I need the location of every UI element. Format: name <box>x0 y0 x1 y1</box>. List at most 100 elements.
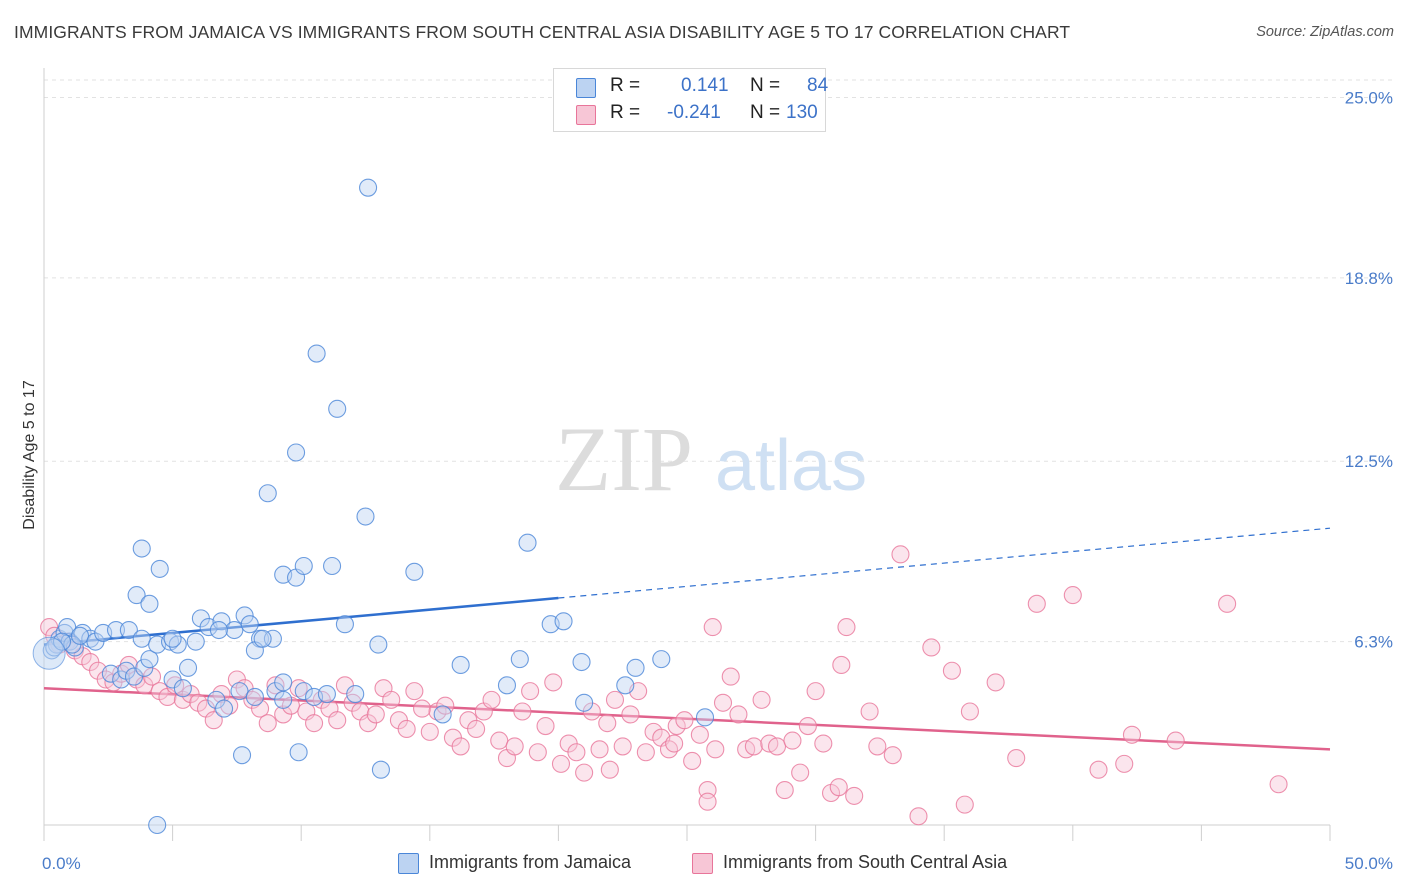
data-point <box>713 693 733 712</box>
legend-swatch-jamaica <box>576 78 596 98</box>
data-point <box>106 620 126 640</box>
data-point <box>328 711 347 730</box>
data-point <box>346 684 365 704</box>
data-point <box>829 778 848 797</box>
data-point <box>551 754 571 773</box>
legend-r-label: R = <box>610 75 641 96</box>
data-point <box>1218 594 1237 613</box>
data-point <box>397 719 416 739</box>
data-point <box>60 632 79 651</box>
data-point <box>148 815 167 835</box>
data-point <box>510 650 529 669</box>
data-point <box>119 620 138 640</box>
trend-line-jamaica-dashed <box>558 527 1331 599</box>
data-point <box>513 702 532 721</box>
data-point <box>567 743 586 762</box>
data-point <box>665 734 684 753</box>
source-label: Source: ZipAtlas.com <box>1256 24 1394 40</box>
data-point <box>135 658 154 677</box>
data-point <box>791 763 810 782</box>
data-point <box>178 658 198 677</box>
data-point <box>1269 775 1288 794</box>
data-point <box>798 717 817 736</box>
data-point <box>70 626 90 645</box>
data-point <box>451 655 470 674</box>
data-point <box>616 676 635 695</box>
data-point <box>140 650 159 669</box>
data-point <box>590 740 609 759</box>
chart-title: IMMIGRANTS FROM JAMAICA VS IMMIGRANTS FR… <box>14 22 1071 42</box>
x-tick-label: 0.0% <box>42 854 81 873</box>
data-point <box>359 178 378 197</box>
data-point <box>140 594 159 613</box>
data-point <box>356 507 375 526</box>
data-point <box>230 682 249 701</box>
data-point <box>814 734 833 753</box>
data-point <box>335 615 354 634</box>
data-point <box>317 684 336 704</box>
data-point <box>328 399 347 418</box>
data-point <box>600 760 619 779</box>
data-point-cluster <box>32 636 66 670</box>
legend-n-value: 130 <box>786 102 818 123</box>
data-point <box>695 708 715 727</box>
data-point <box>258 484 277 503</box>
data-point <box>204 711 223 730</box>
data-point <box>287 443 306 462</box>
data-point <box>598 714 617 733</box>
watermark-atlas: atlas <box>715 426 867 506</box>
data-point <box>274 673 293 692</box>
data-point <box>659 740 679 759</box>
bottom-legend-label: Immigrants from Jamaica <box>429 852 632 872</box>
data-point <box>101 664 120 683</box>
data-point <box>289 679 308 698</box>
data-point <box>1122 725 1142 744</box>
data-point <box>572 652 591 672</box>
data-point <box>652 650 671 669</box>
watermark-zip: ZIP <box>555 408 693 510</box>
legend-swatch-south-central-asia <box>576 105 596 125</box>
data-point <box>1115 754 1134 773</box>
data-point <box>721 667 740 686</box>
data-point <box>168 635 187 654</box>
y-tick-label: 25.0% <box>1345 88 1393 107</box>
data-point <box>58 618 77 637</box>
data-point <box>366 705 385 724</box>
data-point <box>258 714 277 733</box>
data-point <box>1063 586 1082 605</box>
data-point <box>621 705 640 724</box>
data-point <box>845 786 864 805</box>
data-point <box>289 743 308 762</box>
x-tick-label: 50.0% <box>1345 854 1393 873</box>
data-point <box>942 661 961 680</box>
data-points <box>32 178 1288 835</box>
data-point <box>922 638 941 657</box>
data-point <box>986 673 1005 692</box>
data-point <box>1027 594 1046 613</box>
data-point <box>775 781 794 800</box>
data-point <box>250 699 270 718</box>
data-point <box>783 731 802 750</box>
data-point <box>209 620 228 640</box>
data-point <box>323 556 342 576</box>
data-point <box>528 743 547 762</box>
data-point <box>405 682 424 701</box>
data-point <box>1089 760 1108 779</box>
data-point <box>240 615 259 634</box>
data-point <box>307 344 326 363</box>
bottom-legend-swatch-south-central-asia <box>692 853 713 874</box>
tick-labels: 6.3% 12.5% 18.8% 25.0% 0.0% 50.0% <box>42 88 1393 873</box>
data-point <box>868 737 887 756</box>
data-point <box>225 620 244 640</box>
data-point <box>186 632 205 651</box>
data-point <box>405 562 424 581</box>
data-point <box>706 740 725 759</box>
data-point <box>675 711 694 730</box>
data-point <box>253 629 272 648</box>
data-point <box>263 629 282 648</box>
trend-lines <box>43 527 1331 751</box>
data-point <box>245 687 264 707</box>
data-point <box>698 792 717 811</box>
data-point <box>554 612 573 631</box>
data-point <box>837 618 856 637</box>
